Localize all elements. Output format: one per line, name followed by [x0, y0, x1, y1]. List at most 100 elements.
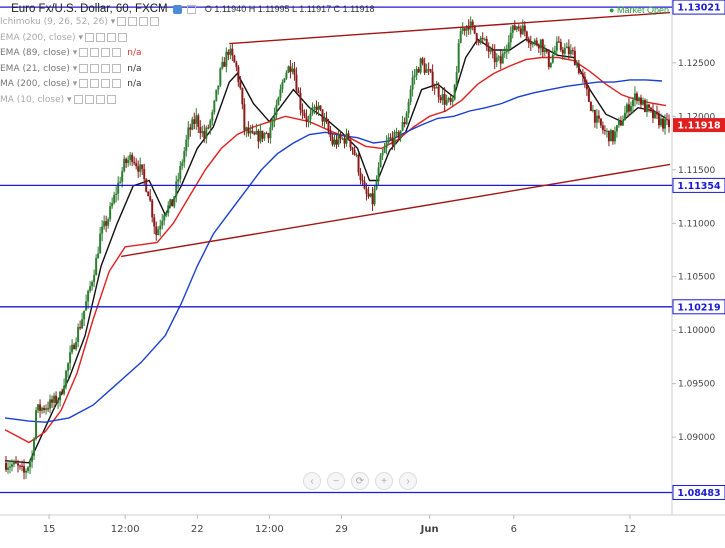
format-icon[interactable]	[139, 17, 149, 26]
format-icon[interactable]	[101, 63, 111, 73]
nav-button[interactable]: ›	[399, 472, 417, 490]
candle-body	[67, 363, 70, 371]
time-axis: 15 12:00 22 12:00 29 Jun 6 12	[0, 514, 725, 535]
eye-icon[interactable]	[73, 94, 83, 104]
candle-body	[491, 49, 494, 52]
candle-body	[475, 33, 478, 42]
candle-body	[477, 41, 480, 43]
candle-body	[53, 395, 56, 403]
candle-body	[431, 71, 434, 88]
candle-body	[133, 161, 136, 164]
candle-body	[191, 119, 194, 130]
settings-icon[interactable]	[186, 4, 196, 14]
candle-body	[173, 196, 176, 207]
collapse-icon[interactable]	[2, 5, 8, 14]
eye-icon[interactable]	[79, 79, 89, 88]
candle-body	[115, 193, 118, 195]
candle-body	[23, 466, 26, 473]
candle-body	[597, 115, 600, 119]
indicator-row[interactable]: MA (200, close) ▾ n/a	[0, 79, 142, 93]
candle-body	[465, 25, 468, 31]
candle-body	[141, 164, 144, 170]
indicator-row[interactable]: MA (10, close) ▾	[0, 94, 116, 109]
nav-button[interactable]: ‹	[303, 472, 321, 490]
candle-body	[113, 194, 116, 203]
chevron-down-icon[interactable]: ▾	[69, 48, 78, 58]
candle-body	[25, 470, 28, 473]
indicator-row[interactable]: EMA (21, close) ▾ n/a	[0, 63, 142, 78]
chevron-down-icon[interactable]: ▾	[69, 79, 78, 89]
format-icon[interactable]	[101, 79, 111, 88]
candle-body	[387, 137, 390, 143]
candle-body	[59, 391, 62, 401]
candle-body	[481, 37, 484, 39]
close-icon[interactable]	[112, 48, 122, 57]
settings-icon[interactable]	[90, 79, 100, 88]
candle-body	[123, 158, 126, 172]
candle-body	[95, 257, 98, 276]
candle-body	[7, 467, 10, 470]
candle-body	[331, 137, 334, 145]
indicator-row[interactable]: EMA (89, close) ▾ n/a	[0, 48, 142, 62]
candle-body	[389, 137, 392, 139]
candle-body	[377, 167, 380, 182]
chevron-down-icon[interactable]: ▾	[75, 32, 83, 43]
settings-icon[interactable]	[90, 63, 100, 73]
candle-body	[639, 97, 642, 105]
candle-body	[653, 111, 656, 119]
close-icon[interactable]	[112, 63, 122, 73]
candle-body	[493, 51, 496, 63]
settings-icon[interactable]	[128, 17, 138, 26]
eye-icon[interactable]	[84, 32, 94, 42]
candle-body	[177, 179, 180, 182]
candle-body	[251, 130, 254, 133]
chevron-down-icon[interactable]: ▾	[69, 63, 78, 74]
candle-body	[429, 69, 432, 72]
candle-body	[263, 133, 266, 139]
nav-button[interactable]: −	[327, 472, 345, 490]
close-icon[interactable]	[117, 32, 127, 42]
price-tick-label: 1.11000	[678, 219, 715, 229]
candle-body	[329, 131, 332, 138]
nav-button[interactable]: ⟳	[351, 472, 369, 490]
candle-body	[253, 132, 256, 135]
candle-body	[661, 118, 664, 129]
candle-body	[353, 149, 356, 155]
chevron-down-icon[interactable]: ▾	[107, 17, 116, 27]
price-tick-label: 1.12500	[678, 59, 715, 69]
candle-body	[467, 25, 470, 30]
close-icon[interactable]	[112, 79, 122, 88]
candle-body	[451, 99, 454, 102]
close-icon[interactable]	[106, 94, 116, 104]
candle-body	[343, 138, 346, 144]
format-icon[interactable]	[95, 94, 105, 104]
indicator-name: MA (200, close)	[0, 79, 70, 89]
indicator-row[interactable]: Ichimoku (9, 26, 52, 26) ▾	[0, 17, 160, 31]
candle-body	[509, 32, 512, 43]
candle-body	[589, 101, 592, 111]
candle-body	[633, 93, 636, 101]
chevron-down-icon[interactable]: ▾	[64, 94, 72, 105]
candle-body	[325, 117, 328, 123]
candle-body	[601, 125, 604, 131]
nav-button[interactable]: +	[375, 472, 393, 490]
candle-body	[249, 130, 252, 134]
eye-icon[interactable]	[117, 17, 127, 26]
settings-icon[interactable]	[95, 32, 105, 42]
settings-icon[interactable]	[90, 48, 100, 57]
candle-body	[243, 104, 246, 131]
format-icon[interactable]	[101, 48, 111, 57]
settings-icon[interactable]	[84, 94, 94, 104]
candle-body	[523, 25, 526, 32]
indicator-row[interactable]: EMA (200, close) ▾	[0, 32, 127, 47]
candle-body	[63, 385, 66, 394]
candle-body	[31, 455, 34, 462]
close-icon[interactable]	[150, 17, 160, 26]
format-icon[interactable]	[106, 32, 116, 42]
eye-icon[interactable]	[79, 63, 89, 73]
eye-icon[interactable]	[172, 4, 182, 14]
candle-body	[613, 131, 616, 142]
eye-icon[interactable]	[79, 48, 89, 57]
